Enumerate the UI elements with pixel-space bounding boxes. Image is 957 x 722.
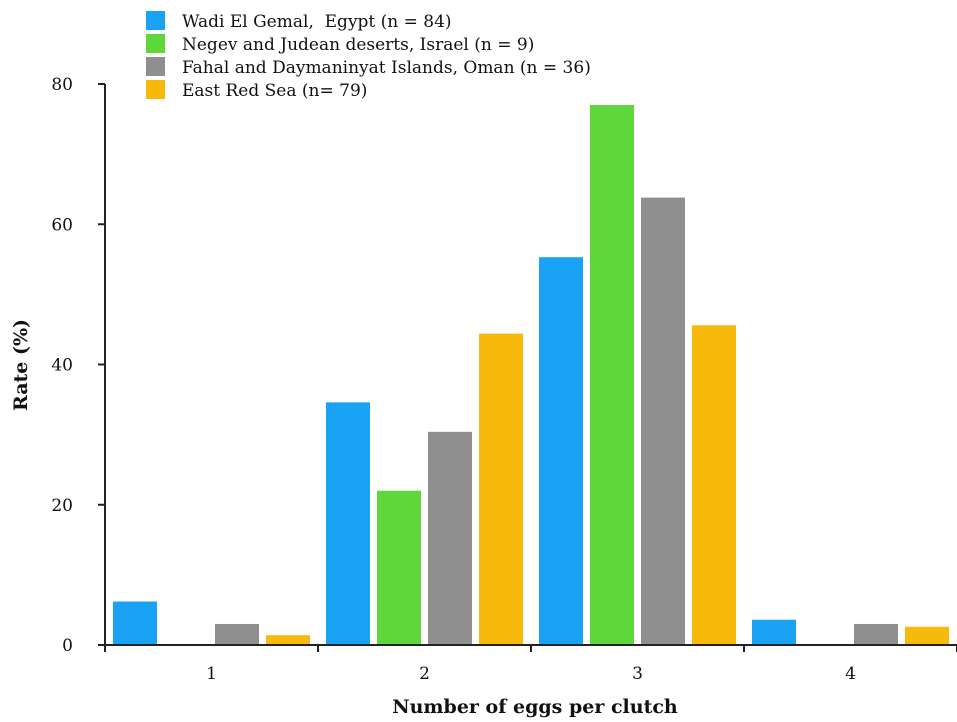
bar-series-1-cat-3 [539,257,583,645]
legend-label-3: Fahal and Daymaninyat Islands, Oman (n =… [182,58,591,78]
bar-series-3-cat-2 [428,431,472,645]
y-tick-label: 80 [51,75,73,95]
bar-series-4-cat-1 [266,635,310,645]
bar-series-3-cat-4 [854,623,898,645]
bar-series-4-cat-2 [479,333,523,645]
x-axis: 1 2 3 4 [104,644,957,684]
bar-series-2-cat-2 [377,490,421,645]
bar-series-3-cat-1 [215,623,259,645]
y-axis: 0 20 40 60 80 [51,75,106,656]
legend: Wadi El Gemal, Egypt (n = 84) Negev and J… [146,11,591,101]
legend-label-2: Negev and Judean deserts, Israel (n = 9) [182,35,534,55]
bars [113,105,949,646]
legend-swatch-4 [146,80,165,99]
legend-swatch-2 [146,34,165,53]
bar-series-2-cat-3 [590,105,634,646]
y-axis-title: Rate (%) [10,319,32,411]
x-tick-label: 4 [845,664,856,684]
x-tick-label: 2 [419,664,430,684]
y-tick-label: 0 [62,636,73,656]
bar-series-1-cat-1 [113,601,157,645]
bar-series-1-cat-4 [752,619,796,645]
bar-series-4-cat-4 [905,626,949,645]
y-tick-label: 40 [51,356,73,376]
legend-label-1: Wadi El Gemal, Egypt (n = 84) [182,12,452,32]
y-tick-label: 60 [51,215,73,235]
bar-series-1-cat-2 [326,402,370,645]
x-tick-label: 3 [632,664,643,684]
bar-series-3-cat-3 [641,197,685,646]
x-tick-label: 1 [206,664,217,684]
y-tick-label: 20 [51,496,73,516]
bar-series-4-cat-3 [692,325,736,645]
x-axis-title: Number of eggs per clutch [392,696,678,718]
legend-swatch-1 [146,11,165,30]
legend-label-4: East Red Sea (n= 79) [182,81,367,101]
legend-swatch-3 [146,57,165,76]
